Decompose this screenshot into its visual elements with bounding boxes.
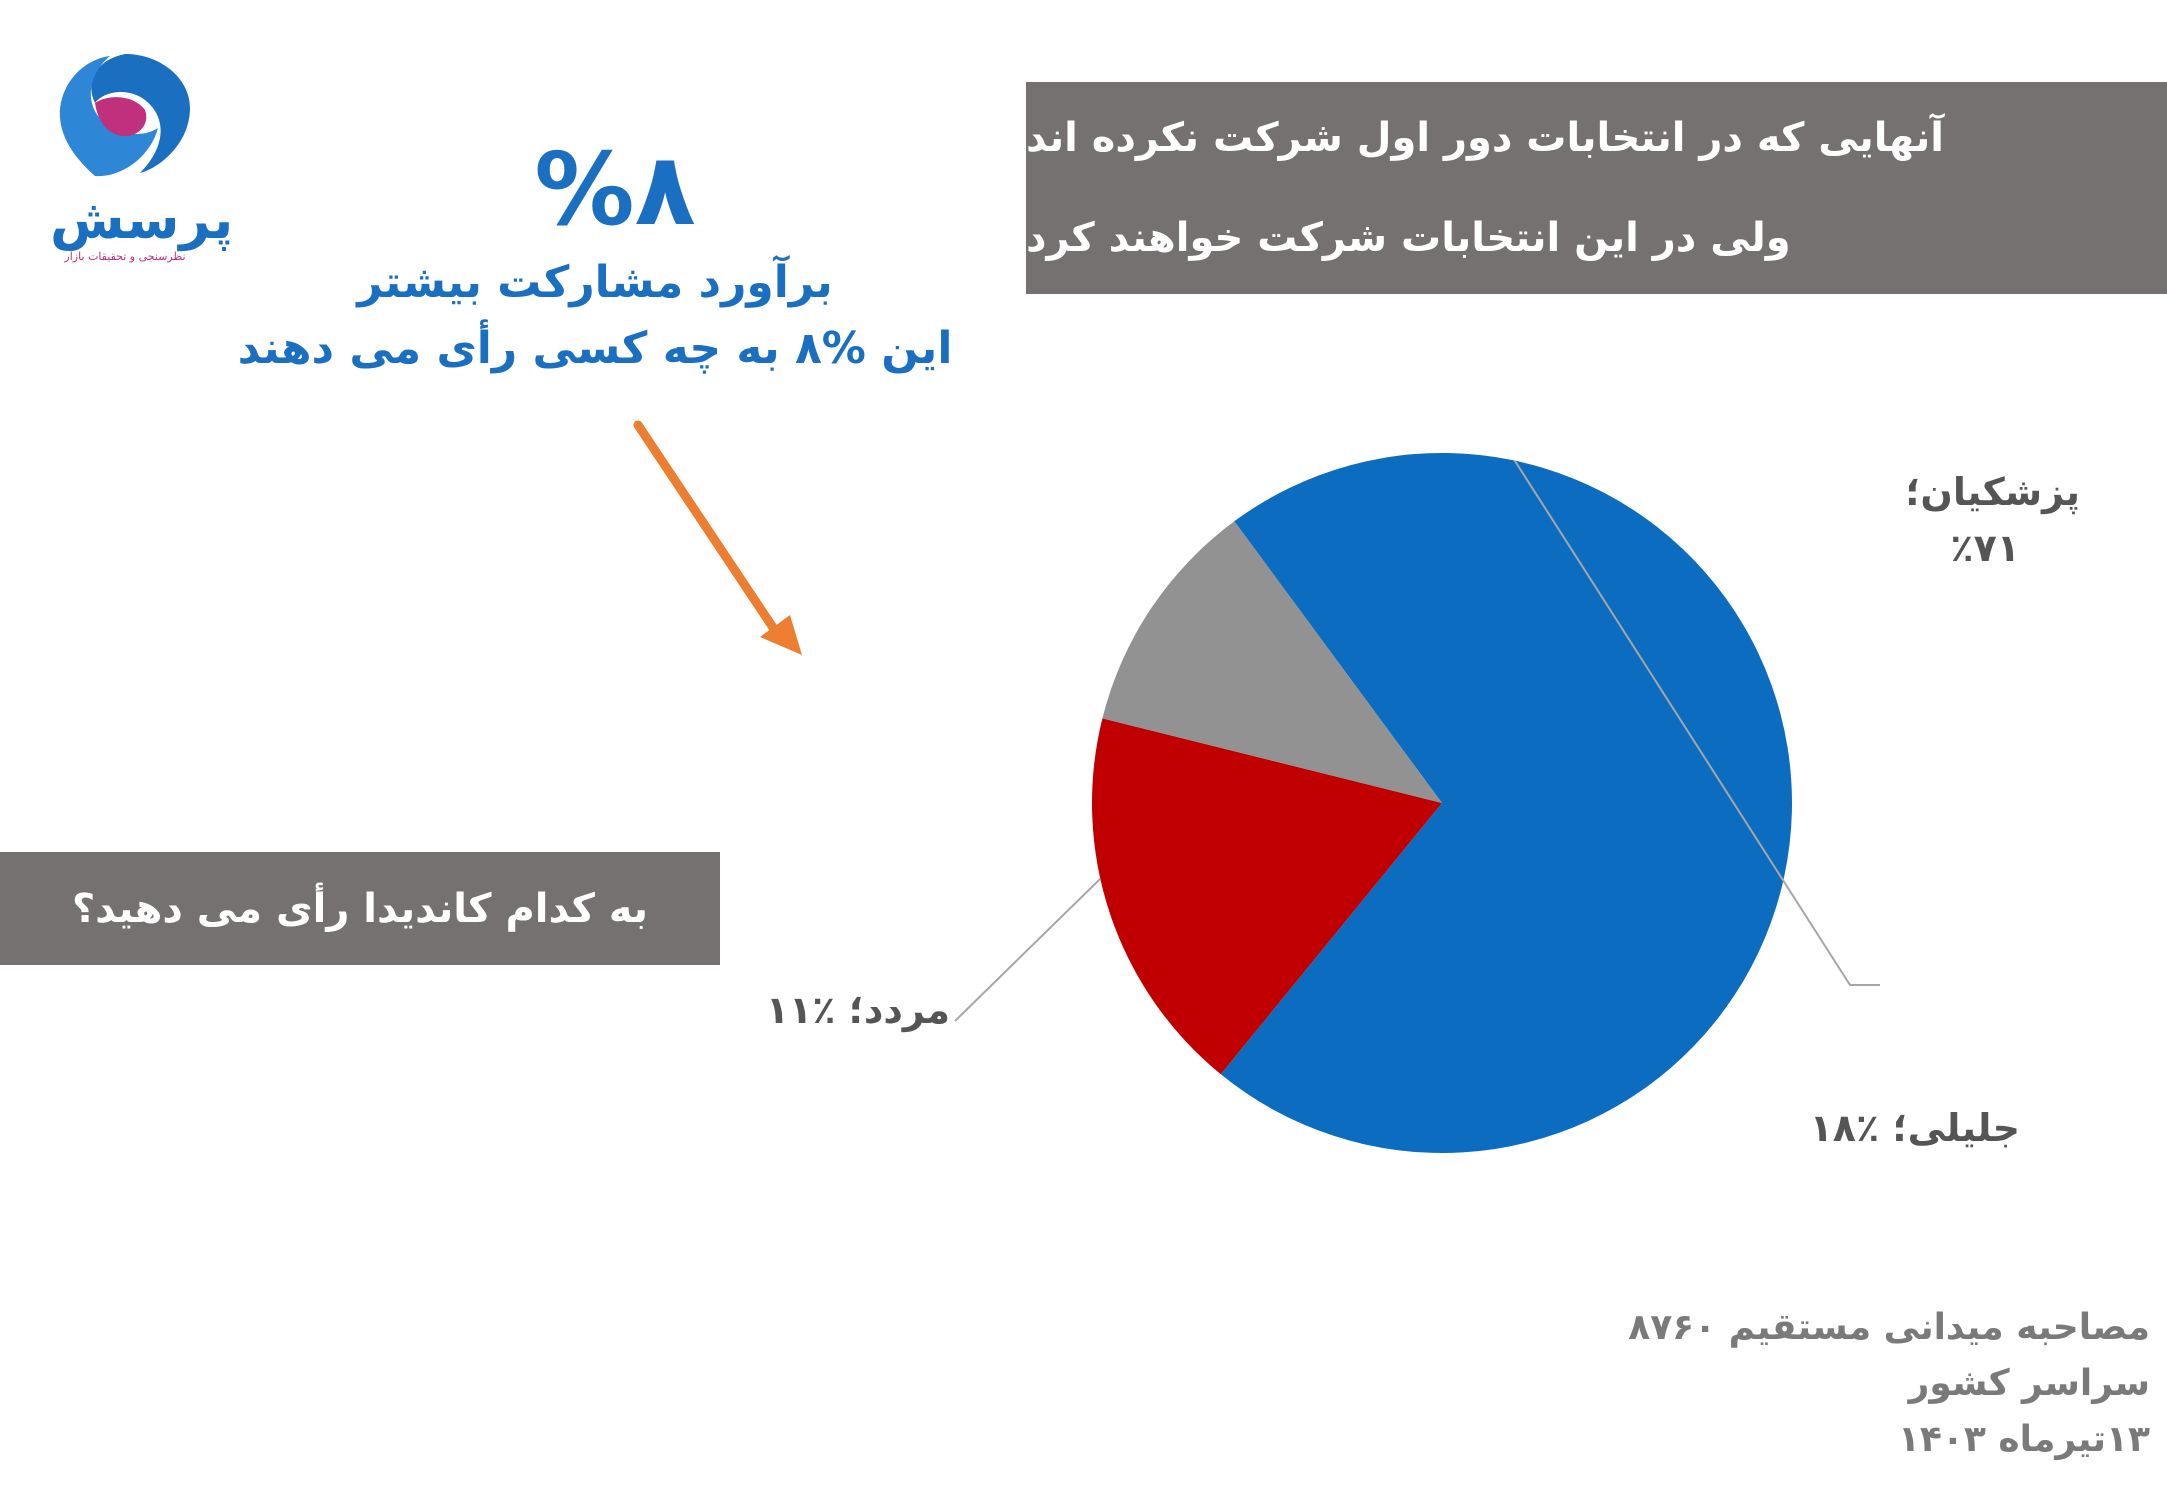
- label-pezeshkian: پزشکیان؛ ٪۷۱: [1800, 464, 2080, 576]
- title-line-1: آنهایی که در انتخابات دور اول شرکت نکرده…: [1026, 115, 1944, 161]
- pie-slice-undecided: [1102, 521, 1442, 803]
- headline-line-2: این %۸ به چه کسی رأی می دهند: [237, 323, 953, 374]
- leader-line-pezeshkian: [1513, 460, 1880, 986]
- headline-line-1: برآورد مشارکت بیشتر: [357, 257, 833, 308]
- arrow-down-icon: [633, 420, 802, 655]
- pie-chart: [954, 452, 1880, 1153]
- label-pezeshkian-percent: ٪۷۱: [1950, 526, 2020, 570]
- title-line-2: ولی در این انتخابات شرکت خواهند کرد: [1026, 215, 1791, 261]
- headline-text: برآورد مشارکت بیشتر این %۸ به چه کسی رأی…: [230, 250, 960, 382]
- headline-percent: %۸: [534, 131, 696, 248]
- title-box: آنهایی که در انتخابات دور اول شرکت نکرده…: [1026, 82, 2167, 294]
- logo-tagline: نظرسنجی و تحقیقات بازار: [64, 250, 186, 263]
- footer-line-3: ۱۳تیرماه ۱۴۰۳: [1897, 1419, 2150, 1460]
- footer-line-2: سراسر کشور: [1908, 1363, 2150, 1404]
- label-pezeshkian-name: پزشکیان؛: [1905, 470, 2080, 514]
- footer: مصاحبه میدانی مستقیم ۸۷۶۰ سراسر کشور ۱۳ت…: [1620, 1300, 2150, 1468]
- pie-slice-pezeshkian: [1220, 452, 1792, 1153]
- leader-line-undecided: [954, 878, 1101, 1022]
- pie-slice-jalili: [1092, 718, 1442, 1075]
- logo-mark-icon: [59, 54, 190, 177]
- logo: پرسش نظرسنجی و تحقیقات بازار: [50, 48, 234, 263]
- label-undecided: مردد؛ ٪۱۱: [765, 988, 950, 1032]
- logo-name: پرسش: [50, 188, 234, 251]
- question-box: به کدام کاندیدا رأی می دهید؟: [0, 852, 720, 965]
- footer-line-1: مصاحبه میدانی مستقیم ۸۷۶۰: [1628, 1307, 2150, 1348]
- label-jalili: جلیلی؛ ٪۱۸: [1809, 1106, 2020, 1150]
